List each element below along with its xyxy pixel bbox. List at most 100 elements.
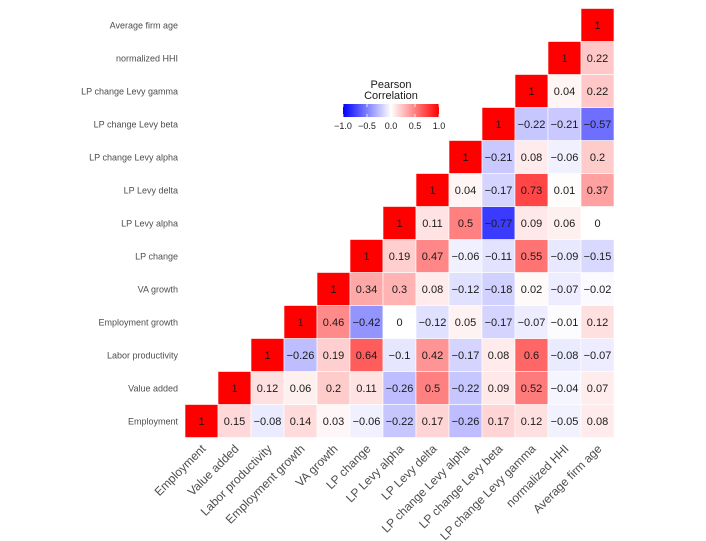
heatmap-cell (514, 140, 549, 174)
cell-value-label: −0.08 (551, 350, 579, 362)
cell-value-label: 0.05 (455, 317, 476, 329)
heatmap-cell (514, 107, 549, 141)
cell-value-label: 1 (396, 218, 402, 230)
heatmap-cell (448, 404, 483, 438)
cell-value-label: −0.12 (452, 284, 480, 296)
cell-value-label: 0.08 (521, 152, 542, 164)
cell-value-label: 0.2 (590, 152, 605, 164)
cell-value-label: 0.19 (389, 251, 410, 263)
heatmap-cell (382, 371, 417, 405)
cell-value-label: 0.01 (554, 185, 575, 197)
y-tick-label: Employment (128, 417, 179, 427)
cell-value-label: 0.5 (458, 218, 473, 230)
cell-value-label: −0.05 (551, 416, 579, 428)
heatmap-cell (349, 338, 384, 372)
heatmap-cell (316, 338, 351, 372)
cell-value-label: 0.42 (422, 350, 443, 362)
heatmap-cell (514, 371, 549, 405)
heatmap-cell (580, 107, 615, 141)
cell-value-label: −0.04 (551, 383, 579, 395)
heatmap-cell (382, 239, 417, 273)
cell-value-label: −0.06 (452, 251, 480, 263)
heatmap-cell (514, 239, 549, 273)
cell-value-label: −0.42 (353, 317, 381, 329)
heatmap-cell (547, 404, 582, 438)
cell-value-label: −0.02 (584, 284, 612, 296)
heatmap-cell (382, 272, 417, 306)
cell-value-label: 1 (363, 251, 369, 263)
y-tick-label: normalized HHI (116, 54, 178, 64)
cell-value-label: 1 (495, 119, 501, 131)
heatmap-cell (481, 173, 516, 207)
heatmap-cell (415, 404, 450, 438)
cell-value-label: −0.06 (551, 152, 579, 164)
cell-value-label: −0.26 (452, 416, 480, 428)
heatmap-cell (316, 404, 351, 438)
heatmap-cell (547, 74, 582, 108)
heatmap-cell (580, 272, 615, 306)
heatmap-cell (514, 173, 549, 207)
heatmap-cell (316, 272, 351, 306)
cell-value-label: −0.17 (485, 317, 513, 329)
cell-value-label: 0.11 (356, 383, 377, 395)
cell-value-label: 0.46 (323, 317, 344, 329)
cell-value-label: −0.1 (389, 350, 411, 362)
heatmap-cell (448, 140, 483, 174)
heatmap-cell (580, 74, 615, 108)
cell-value-label: −0.17 (485, 185, 513, 197)
legend-color-bar (343, 104, 439, 117)
cell-value-label: −0.11 (485, 251, 512, 263)
cell-value-label: −0.22 (518, 119, 546, 131)
heatmap-cell (415, 305, 450, 339)
cell-value-label: −0.17 (452, 350, 480, 362)
color-legend: Pearson Correlation −1.0 −0.5 0.0 0.5 1.0 (334, 79, 445, 131)
cell-value-label: 0.47 (422, 251, 443, 263)
heatmap-cell (283, 371, 318, 405)
cell-value-label: 0.73 (521, 185, 542, 197)
cell-value-label: −0.15 (584, 251, 612, 263)
cell-value-label: 0.03 (323, 416, 344, 428)
cell-value-label: 1 (198, 416, 204, 428)
heatmap-cell (580, 404, 615, 438)
heatmap-cell (580, 371, 615, 405)
cell-value-label: 0.09 (488, 383, 509, 395)
y-tick-label: VA growth (138, 285, 178, 295)
cell-value-label: 0 (594, 218, 600, 230)
cell-value-label: −0.22 (452, 383, 480, 395)
cell-value-label: 0.52 (521, 383, 542, 395)
y-tick-label: Labor productivity (107, 351, 179, 361)
cell-value-label: 1 (528, 86, 534, 98)
heatmap-cell (514, 206, 549, 240)
cell-value-label: −0.07 (518, 317, 546, 329)
legend-tick-label: 0.0 (385, 121, 398, 131)
cell-value-label: 1 (231, 383, 237, 395)
heatmap-cell (580, 338, 615, 372)
cell-value-label: 0.12 (257, 383, 278, 395)
y-tick-label: Value added (128, 384, 178, 394)
cell-value-label: 0.22 (587, 86, 608, 98)
cell-value-label: −0.01 (551, 317, 579, 329)
heatmap-cell (283, 338, 318, 372)
y-tick-label: Average firm age (110, 21, 178, 31)
cell-value-label: 1 (297, 317, 303, 329)
cell-value-label: 0.08 (488, 350, 509, 362)
heatmap-cell (448, 239, 483, 273)
cell-value-label: −0.12 (419, 317, 447, 329)
cell-value-label: −0.07 (584, 350, 612, 362)
cell-value-label: −0.21 (551, 119, 579, 131)
heatmap-cell (481, 107, 516, 141)
heatmap-cell (382, 404, 417, 438)
cell-value-label: −0.21 (485, 152, 513, 164)
heatmap-cell (547, 239, 582, 273)
cell-value-label: 0.15 (224, 416, 245, 428)
cell-value-label: 1 (330, 284, 336, 296)
heatmap-cell (382, 305, 417, 339)
cell-value-label: 0.2 (326, 383, 341, 395)
cell-value-label: −0.26 (287, 350, 315, 362)
heatmap-cell (349, 272, 384, 306)
heatmap-cell (349, 371, 384, 405)
heatmap-cell (481, 404, 516, 438)
legend-tick-label: −0.5 (358, 121, 376, 131)
heatmap-cell (547, 206, 582, 240)
cell-value-label: 0.08 (587, 416, 608, 428)
